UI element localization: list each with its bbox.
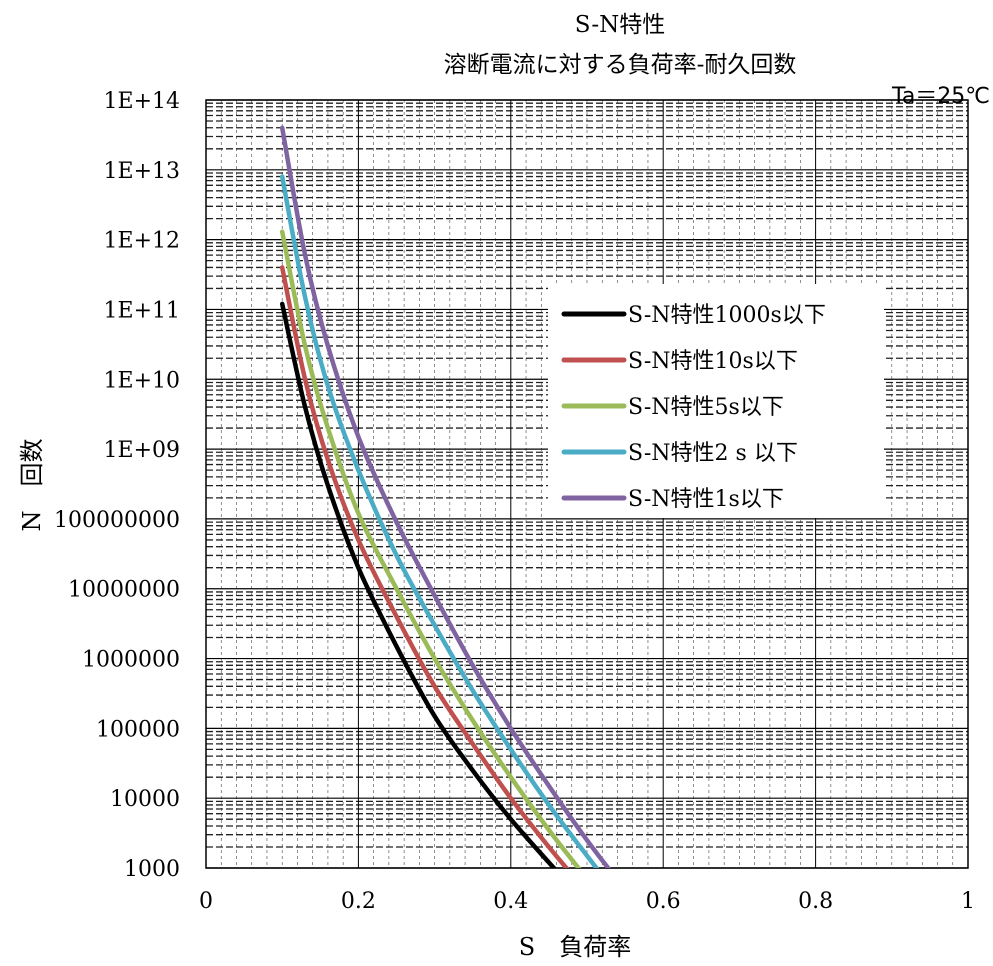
- y-tick-label: 1E+11: [104, 298, 180, 323]
- y-tick-label: 100000000: [54, 508, 180, 533]
- series-line-3: [279, 229, 582, 868]
- x-tick-label: 1: [961, 889, 975, 914]
- series-line-2: [279, 265, 570, 868]
- legend-label-5: S-N特性1s以下: [628, 487, 784, 512]
- y-tick-label: 1E+14: [104, 89, 180, 114]
- x-tick-label: 0.4: [493, 889, 528, 914]
- series-curves: [279, 125, 611, 868]
- series-line-4: [279, 174, 600, 868]
- x-axis-title: S 負荷率: [519, 933, 631, 961]
- x-tick-label: 0: [199, 889, 213, 914]
- y-tick-label: 10000: [110, 787, 180, 812]
- x-tick-label: 0.8: [798, 889, 833, 914]
- y-axis: 1000 10000 100000 1000000 10000000 100000000 1…: [54, 89, 180, 882]
- y-tick-label: 1E+10: [104, 368, 180, 393]
- chart-title: S-N特性: [575, 12, 666, 38]
- legend-label-3: S-N特性5s以下: [628, 395, 784, 420]
- legend-label-1: S-N特性1000s以下: [628, 303, 826, 328]
- y-tick-label: 1E+13: [104, 159, 180, 184]
- x-axis: 0 0.2 0.4 0.6 0.8 1: [199, 889, 975, 914]
- series-line-5: [279, 125, 611, 868]
- plot-frame: [205, 99, 969, 869]
- y-tick-label: 1000: [124, 857, 180, 882]
- chart-subtitle: 溶断電流に対する負荷率-耐久回数: [444, 52, 797, 78]
- legend: S-N特性1000s以下 S-N特性10s以下 S-N特性5s以下 S-N特性2 s …: [548, 284, 884, 518]
- legend-box: [548, 284, 884, 518]
- y-axis-title: N 回数: [18, 439, 46, 532]
- y-tick-label: 1E+09: [104, 438, 180, 463]
- x-tick-label: 0.6: [646, 889, 681, 914]
- x-tick-label: 0.2: [341, 889, 376, 914]
- y-tick-label: 10000000: [68, 578, 180, 603]
- y-tick-label: 1000000: [82, 648, 180, 673]
- legend-label-2: S-N特性10s以下: [628, 349, 798, 374]
- legend-label-4: S-N特性2 s 以下: [628, 441, 798, 466]
- y-tick-label: 1E+12: [104, 229, 180, 254]
- series-line-1: [279, 301, 557, 868]
- y-tick-label: 100000: [96, 717, 180, 742]
- temperature-annotation: Ta＝25℃: [891, 84, 990, 109]
